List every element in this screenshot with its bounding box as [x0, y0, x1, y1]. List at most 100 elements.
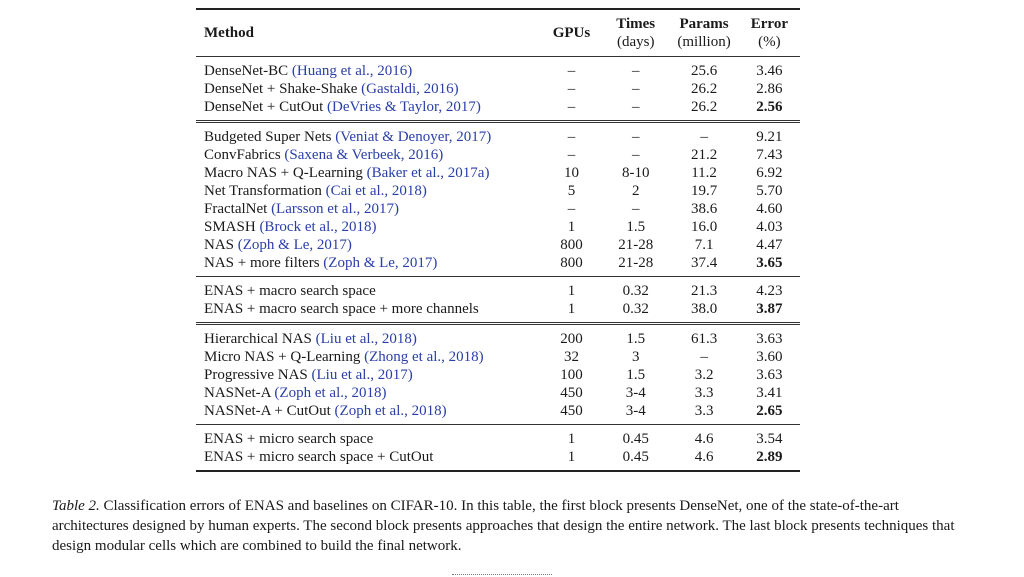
- table-row: ENAS + macro search space 1 0.32 21.3 4.23: [196, 277, 800, 301]
- cell-times: –: [631, 147, 640, 163]
- cell-params: 38.0: [690, 301, 718, 317]
- cell-params: 61.3: [690, 331, 718, 347]
- method-name: ENAS + macro search space: [204, 283, 376, 299]
- cell-method: ENAS + macro search space: [196, 277, 541, 301]
- citation-link[interactable]: (Veniat & Denoyer, 2017): [335, 129, 492, 145]
- method-name: ENAS + micro search space: [204, 431, 374, 447]
- citation-link[interactable]: (DeVries & Taylor, 2017): [327, 99, 481, 115]
- cell-times: 21-28: [618, 237, 654, 253]
- header-error-unit: (%): [758, 34, 781, 50]
- citation-link[interactable]: (Baker et al., 2017a): [366, 165, 490, 181]
- citation-link[interactable]: (Zhong et al., 2018): [364, 349, 484, 365]
- cell-gpus: 10: [563, 165, 579, 181]
- citation-link[interactable]: (Cai et al., 2018): [325, 183, 427, 199]
- cell-params: 26.2: [690, 81, 718, 97]
- method-name: Net Transformation: [204, 183, 322, 199]
- header-method: Method: [204, 25, 254, 41]
- cell-params: 21.2: [690, 147, 718, 163]
- method-name: DenseNet + CutOut: [204, 99, 324, 115]
- header-error: Error (%): [739, 9, 800, 57]
- method-name: NAS: [204, 237, 235, 253]
- cell-method: NAS + more filters (Zoph & Le, 2017): [196, 254, 541, 277]
- cell-gpus: –: [567, 129, 576, 145]
- method-name: DenseNet + Shake-Shake: [204, 81, 358, 97]
- header-params-unit: (million): [677, 34, 731, 50]
- cell-method: ENAS + micro search space: [196, 425, 541, 449]
- cell-times: 1.5: [626, 331, 646, 347]
- cell-params: 38.6: [690, 201, 718, 217]
- cell-method: Progressive NAS (Liu et al., 2017): [196, 366, 541, 384]
- cell-error: 3.63: [756, 367, 783, 383]
- table-row: ConvFabrics (Saxena & Verbeek, 2016) – – 21…: [196, 146, 800, 164]
- cell-method: Macro NAS + Q-Learning (Baker et al., 20…: [196, 164, 541, 182]
- table-row: NAS + more filters (Zoph & Le, 2017) 800 2…: [196, 254, 800, 277]
- cell-times: 0.32: [622, 283, 649, 299]
- cell-error: 2.65: [756, 403, 783, 419]
- cell-params: 3.3: [694, 403, 714, 419]
- table-block-4: Hierarchical NAS (Liu et al., 2018) 200 1.…: [196, 323, 800, 425]
- header-gpus: GPUs: [552, 25, 591, 41]
- cell-method: DenseNet + CutOut (DeVries & Taylor, 201…: [196, 98, 541, 122]
- citation-link[interactable]: (Zoph et al., 2018): [274, 385, 387, 401]
- citation-link[interactable]: (Saxena & Verbeek, 2016): [284, 147, 444, 163]
- citation-link[interactable]: (Zoph & Le, 2017): [323, 255, 438, 271]
- cell-times: –: [631, 81, 640, 97]
- cell-method: ENAS + micro search space + CutOut: [196, 448, 541, 471]
- cell-gpus: 1: [567, 301, 576, 317]
- cell-error: 4.23: [756, 283, 783, 299]
- cell-times: 3-4: [625, 385, 646, 401]
- cell-gpus: 800: [560, 255, 583, 271]
- cell-gpus: 100: [560, 367, 583, 383]
- citation-link[interactable]: (Zoph et al., 2018): [334, 403, 447, 419]
- cell-gpus: 1: [567, 449, 576, 465]
- citation-link[interactable]: (Liu et al., 2017): [311, 367, 413, 383]
- citation-link[interactable]: (Gastaldi, 2016): [361, 81, 459, 97]
- cell-error: 3.41: [756, 385, 783, 401]
- citation-link[interactable]: (Larsson et al., 2017): [271, 201, 399, 217]
- cell-times: 8-10: [621, 165, 650, 181]
- cell-method: NASNet-A + CutOut (Zoph et al., 2018): [196, 402, 541, 425]
- cell-error: 4.60: [756, 201, 783, 217]
- citation-link[interactable]: (Huang et al., 2016): [291, 63, 413, 79]
- header-times-unit: (days): [616, 34, 655, 50]
- method-name: NASNet-A + CutOut: [204, 403, 331, 419]
- cell-params: 3.2: [694, 367, 714, 383]
- cell-gpus: 200: [560, 331, 583, 347]
- table-row: ENAS + macro search space + more channel…: [196, 300, 800, 324]
- cell-params: 26.2: [690, 99, 718, 115]
- table-row: SMASH (Brock et al., 2018) 1 1.5 16.0 4.03: [196, 218, 800, 236]
- cell-method: NAS (Zoph & Le, 2017): [196, 236, 541, 254]
- cell-method: ENAS + macro search space + more channel…: [196, 300, 541, 324]
- cell-method: NASNet-A (Zoph et al., 2018): [196, 384, 541, 402]
- method-name: Micro NAS + Q-Learning: [204, 349, 361, 365]
- caption-label: Table 2.: [52, 498, 100, 514]
- cell-method: Micro NAS + Q-Learning (Zhong et al., 20…: [196, 348, 541, 366]
- cell-error: 3.60: [756, 349, 783, 365]
- method-name: NASNet-A: [204, 385, 271, 401]
- caption-text: Classification errors of ENAS and baseli…: [52, 498, 955, 554]
- table-row: Net Transformation (Cai et al., 2018) 5 2 1…: [196, 182, 800, 200]
- method-name: SMASH: [204, 219, 256, 235]
- citation-link[interactable]: (Liu et al., 2018): [315, 331, 417, 347]
- method-name: ENAS + micro search space + CutOut: [204, 449, 434, 465]
- cell-params: 4.6: [694, 449, 714, 465]
- cell-params: 21.3: [690, 283, 718, 299]
- cell-method: DenseNet + Shake-Shake (Gastaldi, 2016): [196, 80, 541, 98]
- cell-error: 2.86: [756, 81, 783, 97]
- cell-params: 25.6: [690, 63, 718, 79]
- cell-gpus: 1: [567, 283, 576, 299]
- table-row: NASNet-A (Zoph et al., 2018) 450 3-4 3.3 3.4…: [196, 384, 800, 402]
- header-times: Times (days): [602, 9, 669, 57]
- method-name: DenseNet-BC: [204, 63, 289, 79]
- method-name: ENAS + macro search space + more channel…: [204, 301, 479, 317]
- method-name: ConvFabrics: [204, 147, 281, 163]
- cell-gpus: –: [567, 81, 576, 97]
- cell-error: 3.54: [756, 431, 783, 447]
- cell-error: 9.21: [756, 129, 783, 145]
- results-table: Method GPUs Times (days) Params (million) …: [196, 8, 800, 472]
- citation-link[interactable]: (Zoph & Le, 2017): [237, 237, 352, 253]
- table-row: DenseNet + CutOut (DeVries & Taylor, 201…: [196, 98, 800, 122]
- citation-link[interactable]: (Brock et al., 2018): [259, 219, 377, 235]
- cell-times: 2: [631, 183, 640, 199]
- cell-times: 0.45: [622, 431, 649, 447]
